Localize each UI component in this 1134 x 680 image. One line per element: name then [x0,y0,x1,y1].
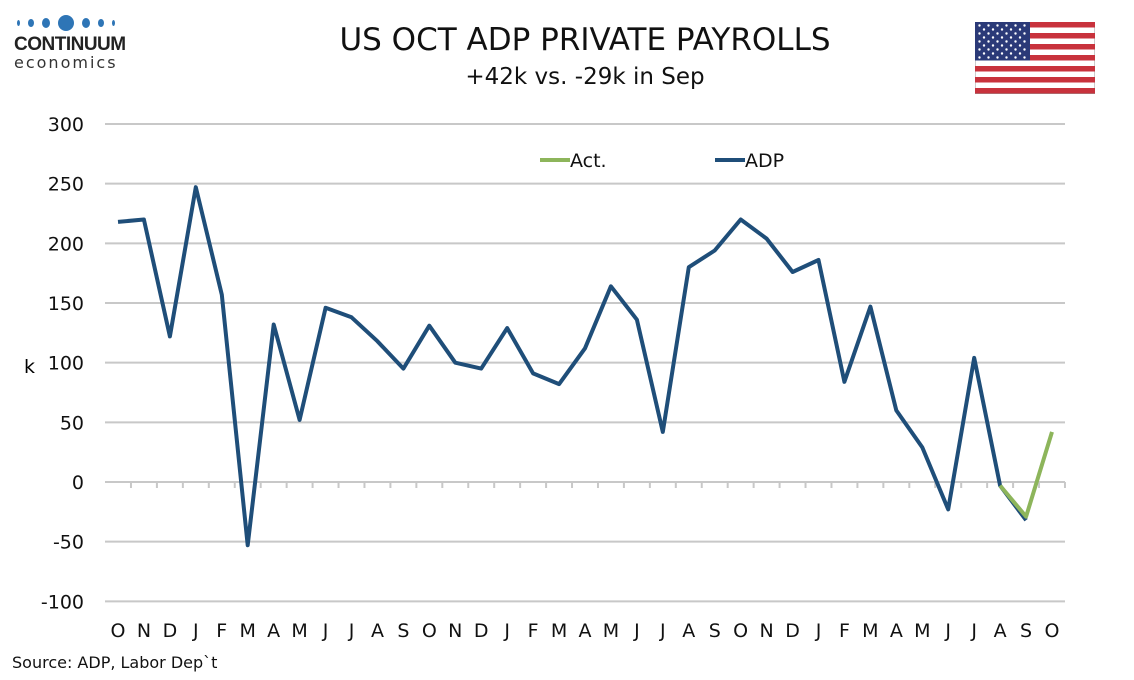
x-tick-label: F [216,620,227,642]
x-tick-label: M [914,620,930,642]
continuum-logo: CONTINUUM economics [14,14,134,72]
x-tick-label: S [1020,620,1032,642]
x-tick-label: J [659,620,666,642]
x-tick-label: M [240,620,256,642]
x-tick-label: A [371,620,384,642]
x-tick-label: N [760,620,774,642]
legend-label: ADP [745,150,784,172]
x-tick-label: J [633,620,640,642]
x-tick-label: S [709,620,721,642]
y-tick-label: 300 [48,114,84,136]
x-tick-label: M [603,620,619,642]
us-flag-icon [975,22,1095,94]
logo-line2: economics [14,53,118,72]
series-line-act [998,431,1054,519]
x-tick-label: A [267,620,280,642]
x-tick-label: J [322,620,329,642]
source-note: Source: ADP, Labor Dep`t [12,653,218,672]
y-tick-label: 150 [48,293,84,315]
x-tick-label: O [422,620,437,642]
x-tick-label: M [551,620,567,642]
x-tick-label: M [291,620,307,642]
x-tick-label: A [682,620,695,642]
x-tick-label: J [348,620,355,642]
y-tick-label: 0 [72,472,84,494]
x-tick-label: O [111,620,126,642]
x-tick-label: N [448,620,462,642]
logo-line1: CONTINUUM [14,34,126,55]
x-tick-label: J [503,620,510,642]
x-tick-label: D [474,620,489,642]
x-tick-label: N [137,620,151,642]
y-tick-label: 200 [48,233,84,255]
x-tick-label: J [970,620,977,642]
chart-title: US OCT ADP PRIVATE PAYROLLS [339,22,831,58]
x-tick-label: O [1045,620,1060,642]
y-tick-label: 50 [60,412,84,434]
y-tick-label: -50 [53,532,84,554]
y-tick-label: 100 [48,353,84,375]
y-tick-label: -100 [41,591,84,613]
y-tick-label: 250 [48,174,84,196]
x-tick-label: J [192,620,199,642]
x-tick-label: A [890,620,903,642]
x-tick-label: F [839,620,850,642]
chart-subtitle: +42k vs. -29k in Sep [465,64,705,90]
x-tick-label: A [994,620,1007,642]
x-tick-label: D [785,620,800,642]
y-axis-label: k [24,356,35,378]
series-line-adp [117,185,1028,548]
x-tick-label: D [163,620,178,642]
x-tick-label: S [397,620,409,642]
legend-label: Act. [570,150,607,172]
x-tick-label: J [815,620,822,642]
x-tick-label: J [944,620,951,642]
logo-dots [17,14,134,32]
x-tick-label: M [862,620,878,642]
x-tick-label: A [579,620,592,642]
x-tick-label: O [733,620,748,642]
x-tick-label: F [528,620,539,642]
